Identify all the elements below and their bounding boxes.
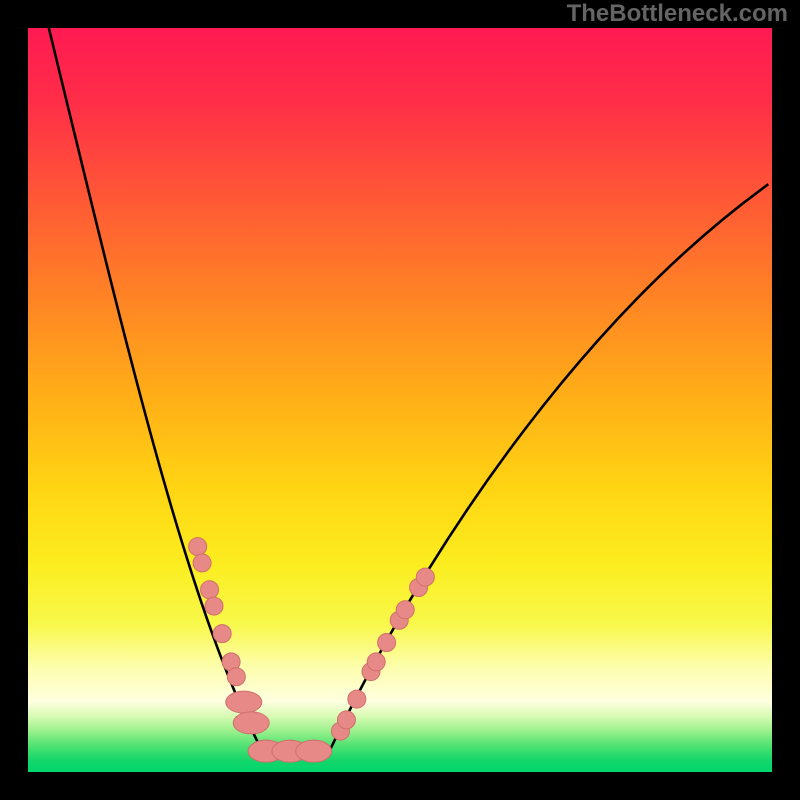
chart-frame: TheBottleneck.com xyxy=(0,0,800,800)
data-marker xyxy=(378,634,396,652)
data-marker-large xyxy=(233,712,269,734)
data-marker xyxy=(193,554,211,572)
data-marker xyxy=(213,625,231,643)
curve-overlay xyxy=(28,28,772,772)
data-marker xyxy=(201,581,219,599)
border-right xyxy=(772,0,800,800)
data-marker xyxy=(367,653,385,671)
data-marker-large xyxy=(296,740,332,762)
data-marker xyxy=(396,601,414,619)
data-marker xyxy=(348,690,366,708)
data-marker xyxy=(227,668,245,686)
border-left xyxy=(0,0,28,800)
plot-area xyxy=(28,28,772,772)
data-marker-large xyxy=(226,691,262,713)
data-marker xyxy=(189,538,207,556)
data-marker xyxy=(416,568,434,586)
watermark-text: TheBottleneck.com xyxy=(567,0,788,28)
data-marker xyxy=(337,711,355,729)
data-marker xyxy=(205,597,223,615)
border-bottom xyxy=(0,772,800,800)
bottleneck-curve xyxy=(49,28,768,751)
